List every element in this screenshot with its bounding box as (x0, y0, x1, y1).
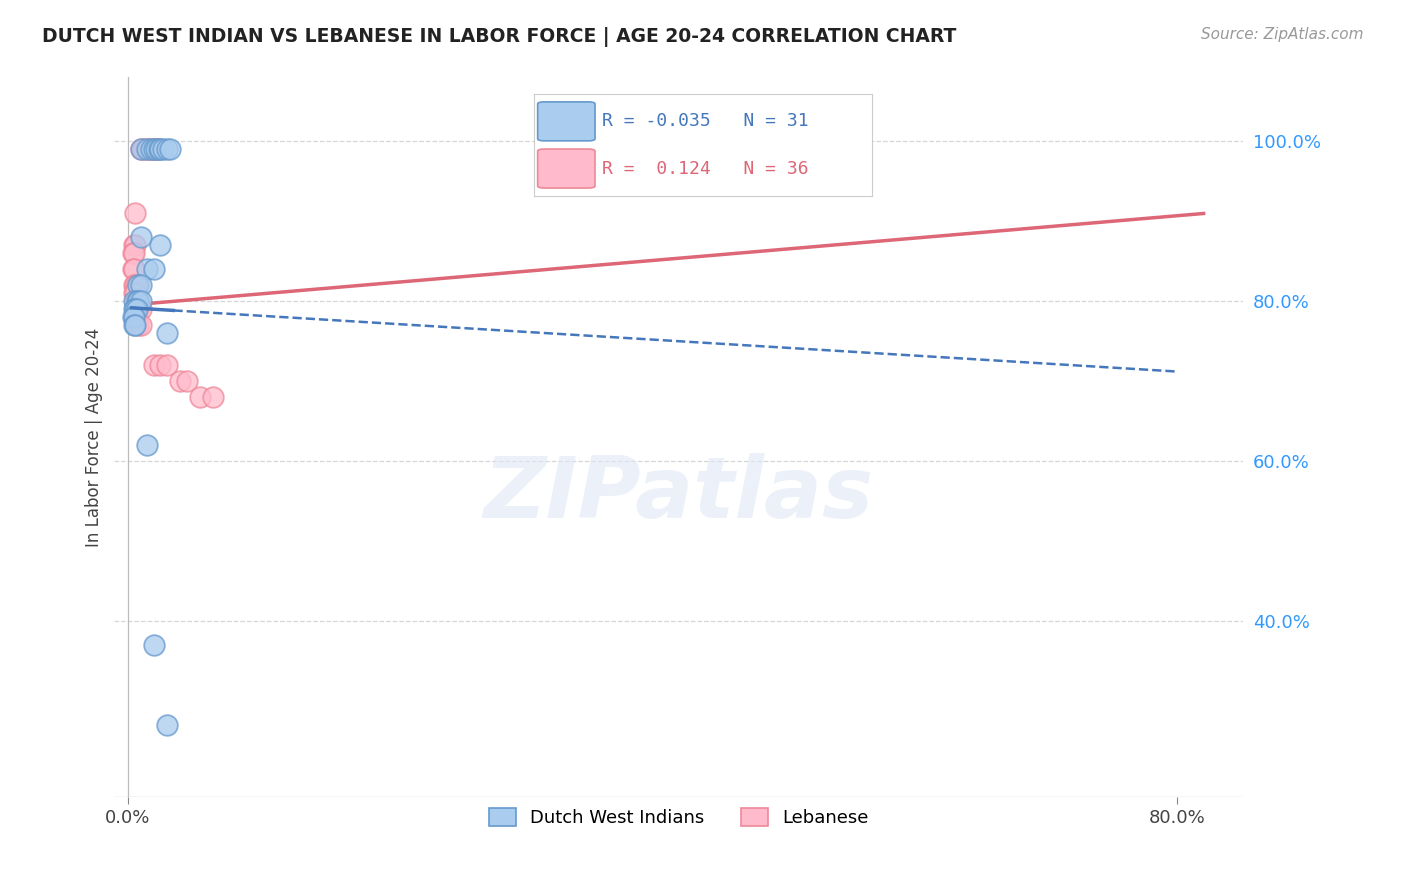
Text: ZIPatlas: ZIPatlas (484, 453, 873, 536)
Point (121, 310, 143, 325)
Point (122, 262, 145, 277)
Point (152, 142, 174, 156)
Point (136, 142, 159, 156)
Text: DUTCH WEST INDIAN VS LEBANESE IN LABOR FORCE | AGE 20-24 CORRELATION CHART: DUTCH WEST INDIAN VS LEBANESE IN LABOR F… (42, 27, 956, 46)
Point (145, 142, 167, 156)
Point (141, 142, 163, 156)
Point (188, 390, 211, 404)
Point (124, 206, 146, 220)
Point (148, 142, 170, 156)
Point (141, 142, 163, 156)
Point (124, 294, 146, 309)
Point (122, 302, 145, 317)
Point (156, 142, 179, 156)
Point (142, 142, 165, 156)
Point (129, 294, 152, 309)
Point (127, 278, 149, 293)
Point (127, 294, 149, 309)
Point (122, 310, 145, 325)
Point (156, 326, 179, 341)
Point (129, 318, 152, 333)
Point (124, 278, 146, 293)
Point (149, 358, 172, 372)
Point (129, 278, 152, 293)
Point (125, 302, 148, 317)
Text: R = -0.035   N = 31: R = -0.035 N = 31 (602, 112, 808, 130)
Point (159, 142, 181, 156)
Point (121, 246, 143, 260)
Point (124, 238, 146, 252)
Point (125, 294, 148, 309)
Point (122, 318, 145, 333)
Point (129, 142, 152, 156)
Y-axis label: In Labor Force | Age 20-24: In Labor Force | Age 20-24 (86, 327, 103, 547)
Point (136, 262, 159, 277)
Point (138, 142, 160, 156)
Point (142, 358, 165, 372)
Point (149, 142, 172, 156)
Point (772, 134, 794, 148)
Point (124, 302, 146, 317)
Point (122, 246, 145, 260)
Point (129, 230, 152, 244)
Point (122, 294, 145, 309)
Point (129, 302, 152, 317)
Point (125, 302, 148, 317)
Point (136, 438, 159, 452)
Point (127, 294, 149, 309)
Point (142, 142, 165, 156)
Point (176, 374, 198, 388)
Point (145, 142, 167, 156)
Point (125, 294, 148, 309)
Point (156, 358, 179, 372)
FancyBboxPatch shape (537, 102, 595, 141)
Point (135, 142, 157, 156)
Point (121, 262, 143, 277)
Point (156, 718, 179, 732)
Point (169, 374, 191, 388)
Point (127, 302, 149, 317)
Point (124, 286, 146, 301)
Point (122, 286, 145, 301)
Point (129, 142, 152, 156)
Point (127, 318, 149, 333)
Legend: Dutch West Indians, Lebanese: Dutch West Indians, Lebanese (482, 801, 876, 835)
FancyBboxPatch shape (537, 149, 595, 188)
Point (149, 238, 172, 252)
Point (122, 278, 145, 293)
Text: Source: ZipAtlas.com: Source: ZipAtlas.com (1201, 27, 1364, 42)
Point (142, 262, 165, 277)
Point (142, 638, 165, 652)
Point (125, 278, 148, 293)
Point (132, 142, 155, 156)
Point (148, 142, 170, 156)
Text: R =  0.124   N = 36: R = 0.124 N = 36 (602, 160, 808, 178)
Point (201, 390, 224, 404)
Point (122, 238, 145, 252)
Point (124, 318, 146, 333)
